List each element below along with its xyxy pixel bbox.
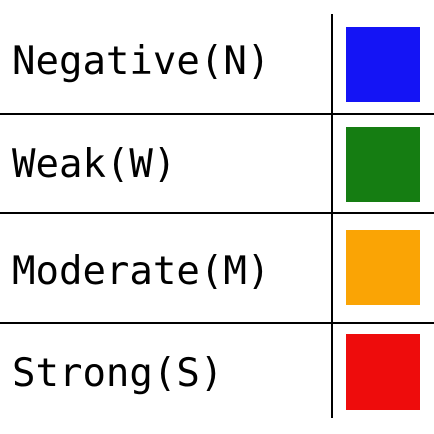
- column-divider: [331, 14, 333, 418]
- legend-label-moderate: Moderate(M): [12, 249, 271, 294]
- legend-swatch-strong: [346, 334, 420, 410]
- legend-swatch-negative: [346, 27, 420, 102]
- legend-swatch-moderate: [346, 230, 420, 305]
- row-divider: [0, 212, 434, 214]
- legend-row-moderate: Moderate(M): [0, 214, 434, 322]
- legend-swatch-weak: [346, 127, 420, 202]
- row-divider: [0, 113, 434, 115]
- legend-label-weak: Weak(W): [12, 142, 177, 187]
- legend-label-strong: Strong(S): [12, 351, 224, 396]
- legend-label-negative: Negative(N): [12, 39, 271, 84]
- legend-row-negative: Negative(N): [0, 0, 434, 113]
- row-divider: [0, 322, 434, 324]
- legend-row-weak: Weak(W): [0, 115, 434, 212]
- legend-row-strong: Strong(S): [0, 324, 434, 434]
